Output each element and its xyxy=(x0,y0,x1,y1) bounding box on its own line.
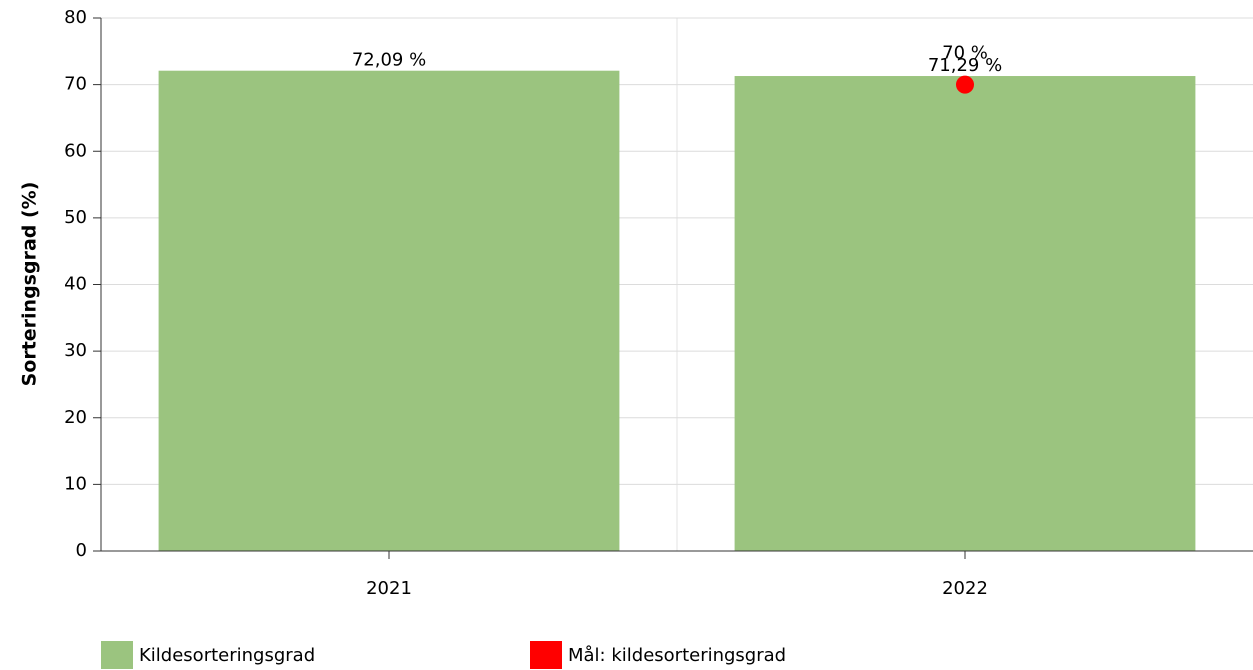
target-point xyxy=(956,75,974,94)
legend-swatch xyxy=(530,641,562,669)
legend-label: Mål: kildesorteringsgrad xyxy=(568,645,786,666)
value-label: 70 % xyxy=(942,43,988,64)
legend-label: Kildesorteringsgrad xyxy=(139,645,315,666)
y-tick-label: 10 xyxy=(64,473,87,494)
x-tick-label: 2022 xyxy=(942,578,988,599)
y-tick-label: 40 xyxy=(64,274,87,295)
value-label: 71,29 % xyxy=(928,55,1002,76)
y-axis-title: Sorteringsgrad (%) xyxy=(19,182,41,387)
value-label: 72,09 % xyxy=(352,50,426,71)
bar xyxy=(734,76,1196,552)
y-tick-label: 70 xyxy=(64,74,87,95)
legend-swatch xyxy=(101,641,133,669)
y-tick-label: 50 xyxy=(64,207,87,228)
y-tick-label: 60 xyxy=(64,140,87,161)
y-tick-label: 20 xyxy=(64,407,87,428)
y-tick-label: 30 xyxy=(64,340,87,361)
x-tick-label: 2021 xyxy=(366,578,412,599)
bar xyxy=(158,70,620,551)
y-tick-label: 0 xyxy=(76,540,87,561)
y-tick-label: 80 xyxy=(64,7,87,28)
